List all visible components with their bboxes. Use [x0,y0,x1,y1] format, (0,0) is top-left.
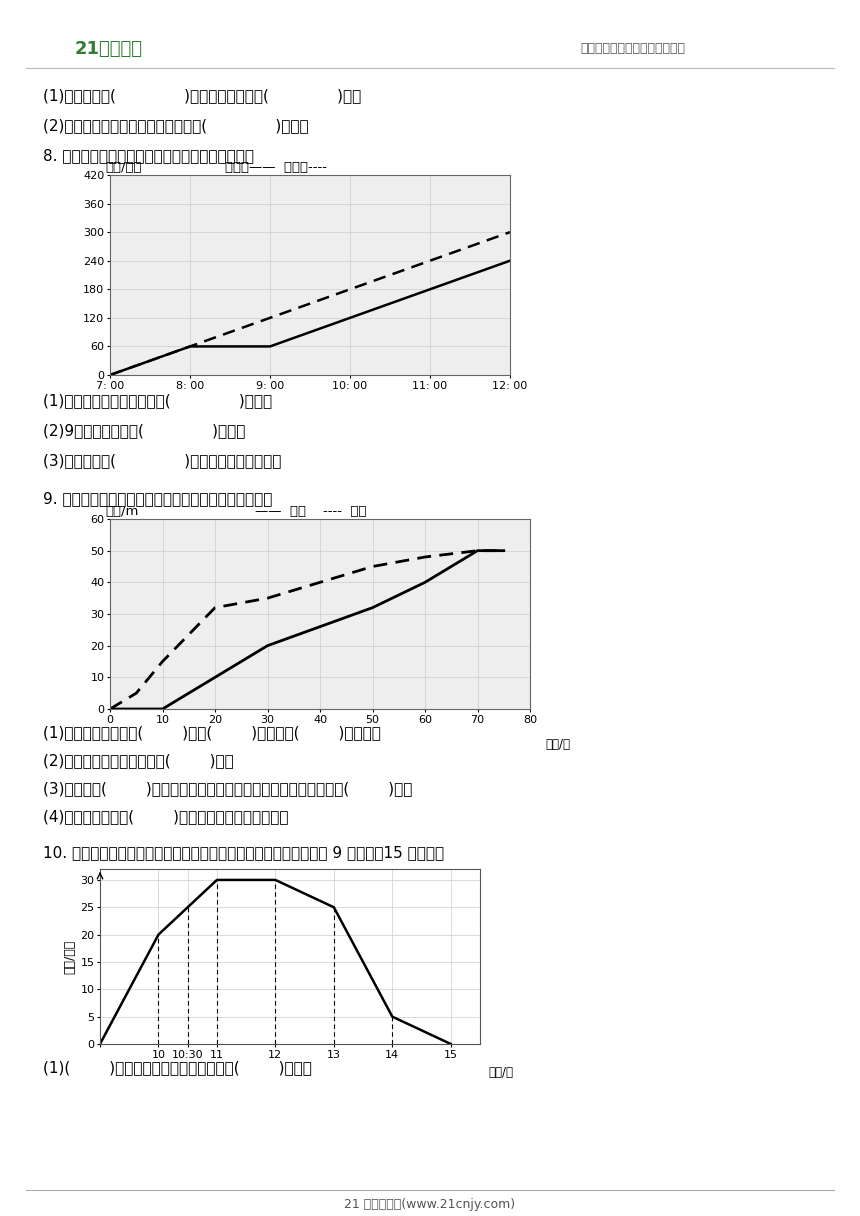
Text: (4)爸爸平均每秒游(        )米。（得数保留两位小数）: (4)爸爸平均每秒游( )米。（得数保留两位小数） [43,809,288,824]
Text: (2)加油后，油箱中的油最多可以行驶(              )小时。: (2)加油后，油箱中的油最多可以行驶( )小时。 [43,118,309,133]
Text: 时间/时: 时间/时 [488,1066,513,1079]
Text: (1)汽车行驶了(              )小时后加油，加油(              )升。: (1)汽车行驶了( )小时后加油，加油( )升。 [43,88,361,103]
Y-axis label: 距离/千米: 距离/千米 [63,940,77,974]
Text: 21 世纪教育网(www.21cnjy.com): 21 世纪教育网(www.21cnjy.com) [345,1198,515,1211]
Text: 21世纪教育: 21世纪教育 [75,40,143,58]
Text: 10. 图中折线表示骑车者骑自行车离家的路程与时间的关系，骑车者 9 时离家，15 时到家。: 10. 图中折线表示骑车者骑自行车离家的路程与时间的关系，骑车者 9 时离家，1… [43,845,444,860]
Text: 中小学教育资源及组卷应用平台: 中小学教育资源及组卷应用平台 [580,43,685,55]
Text: 9. 下面是爸爸和小明在体育馆游泳情况的折线统计图。: 9. 下面是爸爸和小明在体育馆游泳情况的折线统计图。 [43,491,273,506]
Text: (3)出发以后，(              )时整，两车相距最近。: (3)出发以后，( )时整，两车相距最近。 [43,454,281,468]
Text: 8. 下面是甲、乙两车的行程图，认真观察后填空。: 8. 下面是甲、乙两车的行程图，认真观察后填空。 [43,148,254,163]
Text: ——  爸爸    ----  小明: —— 爸爸 ---- 小明 [255,505,366,518]
Text: (1)爸爸和小明都游了(        )米，(        )先出发，(        )先到达。: (1)爸爸和小明都游了( )米，( )先出发，( )先到达。 [43,725,381,741]
Text: (2)9时整，两车相距(              )千米。: (2)9时整，两车相距( )千米。 [43,423,245,438]
Text: 时间/秒: 时间/秒 [546,737,571,750]
Text: 甲车：——  乙车：----: 甲车：—— 乙车：---- [225,161,327,174]
Text: 路程/m: 路程/m [105,505,138,518]
Text: (3)小明游到(        )米的时候速度开始慢下来，在此之前平均每秒游(        )米。: (3)小明游到( )米的时候速度开始慢下来，在此之前平均每秒游( )米。 [43,781,413,796]
Text: (2)小明所用的时间比爸爸多(        )秒。: (2)小明所用的时间比爸爸多( )秒。 [43,753,234,769]
Text: 路程/千米: 路程/千米 [105,161,142,174]
Text: (1)甲车在路上因故障停留了(              )小时。: (1)甲车在路上因故障停留了( )小时。 [43,393,272,409]
Text: (1)(        )时到达离家最远的地方，离家(        )千米。: (1)( )时到达离家最远的地方，离家( )千米。 [43,1060,312,1075]
